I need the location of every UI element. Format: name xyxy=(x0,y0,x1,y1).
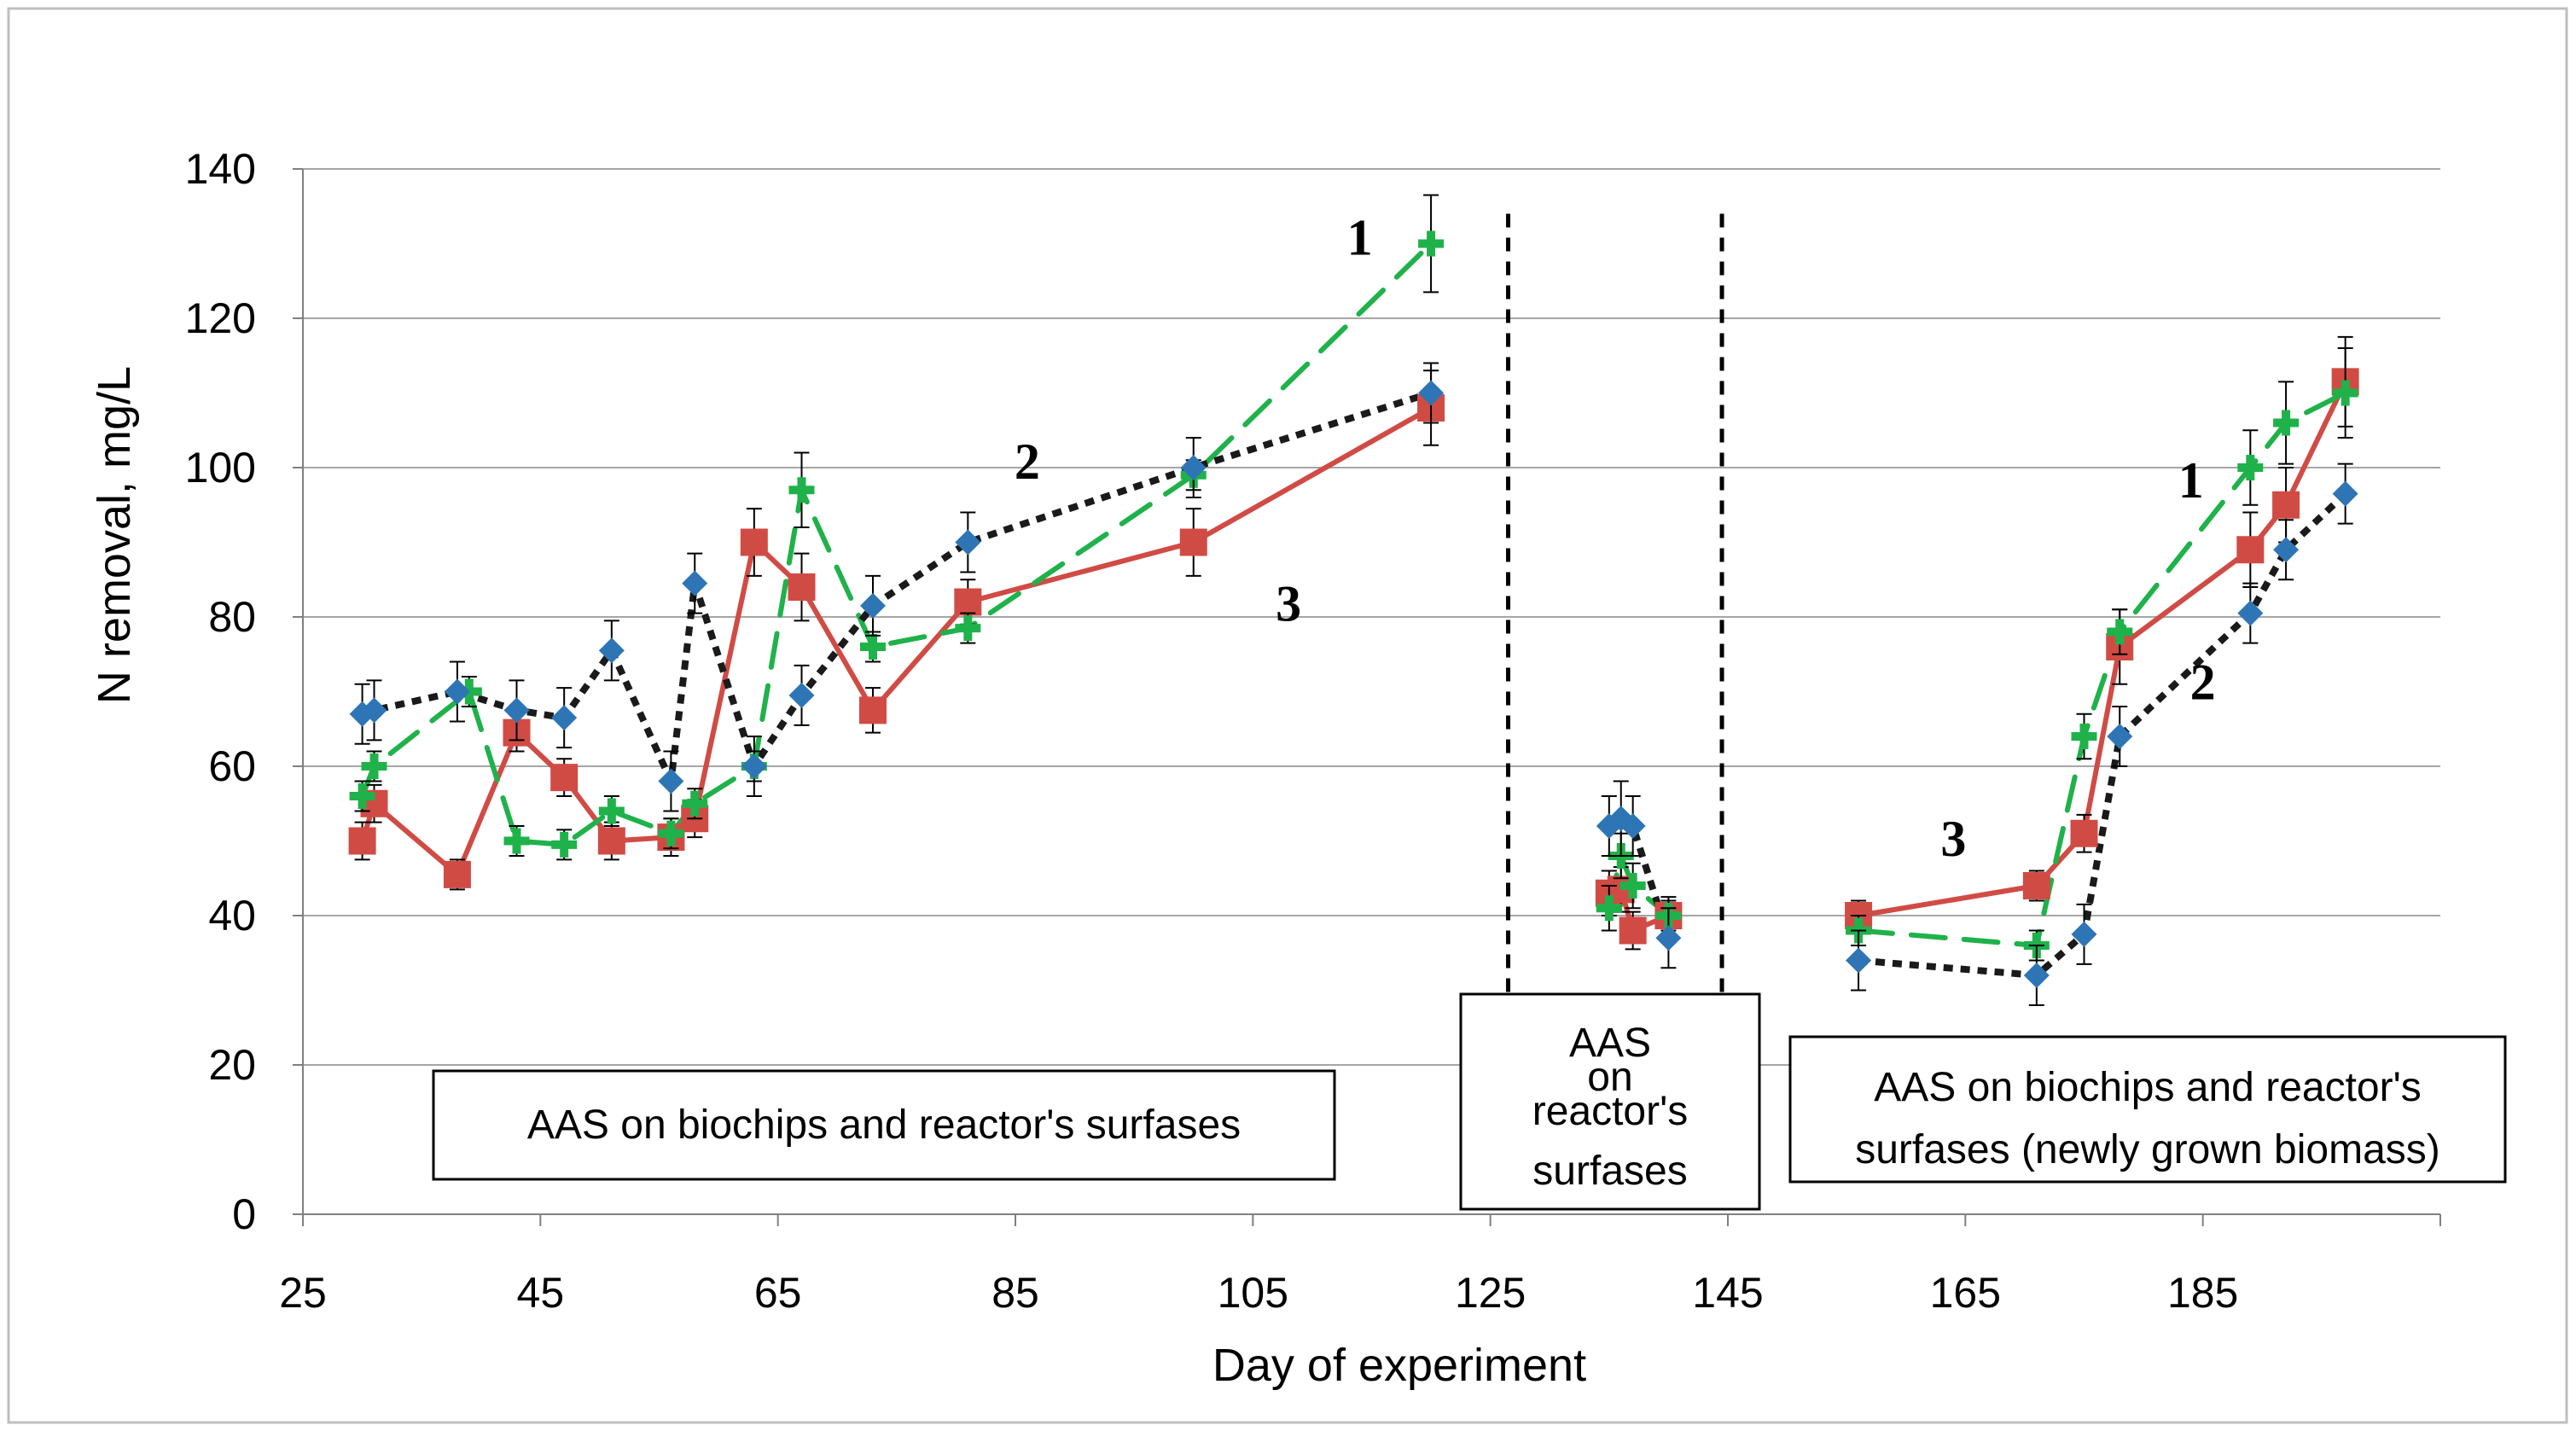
series-3-point xyxy=(2070,819,2098,847)
series-1-point xyxy=(788,477,815,503)
phase-dividers xyxy=(1506,213,1724,998)
series-2-point xyxy=(598,637,625,664)
series-2-points xyxy=(349,362,2358,1006)
series-3-points xyxy=(348,335,2359,951)
series-2-point xyxy=(1180,455,1207,480)
series-3-point xyxy=(348,827,376,855)
series-3-point xyxy=(1179,528,1207,556)
phase-box-2-line-1: AAS xyxy=(1569,1021,1651,1066)
series-1-point xyxy=(551,831,578,858)
x-tick-label-105: 105 xyxy=(1218,1269,1288,1317)
series-annotation-2: 2 xyxy=(1015,433,1040,490)
chart-frame xyxy=(7,7,2568,1424)
series-2-point xyxy=(2023,963,2050,988)
x-tick-label-145: 145 xyxy=(1692,1269,1763,1317)
series-2-point xyxy=(2273,537,2300,563)
y-axis-title: N removal, mg/L xyxy=(89,366,140,704)
series-2-point xyxy=(444,678,470,705)
series-1-point xyxy=(2071,724,2097,749)
series-2-point xyxy=(2107,724,2133,749)
axes: 0 20 40 60 80 100 120 140 25 45 65 85 105 125 145 165 18… xyxy=(185,145,2441,1317)
series-2-point xyxy=(2071,921,2097,947)
series-3-point xyxy=(859,696,887,724)
series-1-point xyxy=(658,820,684,846)
series-3-point xyxy=(954,588,982,616)
y-tick-label-120: 120 xyxy=(185,294,256,342)
x-tick-label-65: 65 xyxy=(754,1269,802,1317)
series-1-point xyxy=(955,615,981,642)
series-1-point xyxy=(860,634,886,660)
series-1-point xyxy=(1619,873,1646,899)
gridlines xyxy=(303,168,2440,1066)
phase-box-2-line-2: on xyxy=(1587,1055,1632,1100)
x-tick-label-25: 25 xyxy=(279,1269,327,1317)
phase-box-2: AAS on reactor's surfases xyxy=(1459,992,1761,1211)
series-3-point xyxy=(2022,872,2050,899)
series-1-point xyxy=(598,798,625,824)
series-annotation-3: 3 xyxy=(1940,811,1966,867)
series-1-point xyxy=(2273,410,2300,436)
series-3-point xyxy=(2236,536,2265,564)
phase-box-1-line-1: AAS on biochips and reactor's surfases xyxy=(527,1102,1241,1148)
series-1-point xyxy=(361,753,387,779)
phase-box-1: AAS on biochips and reactor's surfases xyxy=(432,1069,1336,1181)
y-tick-label-20: 20 xyxy=(208,1041,256,1089)
series-3-point xyxy=(597,827,625,855)
series-1-point xyxy=(349,783,375,809)
series-2-point xyxy=(1418,380,1445,406)
series-labels: 1 2 3 1 2 3 xyxy=(1015,210,2216,867)
phase-box-3: AAS on biochips and reactor's surfases (… xyxy=(1788,1035,2507,1184)
series-group xyxy=(348,194,2359,1006)
series-annotation-2: 2 xyxy=(2190,654,2216,710)
x-tick-label-185: 185 xyxy=(2167,1269,2238,1317)
series-3-point xyxy=(550,764,579,792)
series-1-point xyxy=(1418,230,1445,257)
y-tick-label-0: 0 xyxy=(232,1190,256,1238)
series-1-point xyxy=(2107,619,2133,645)
x-tick-label-165: 165 xyxy=(1930,1269,2001,1317)
phase-box-2-line-4: surfases xyxy=(1532,1149,1687,1194)
series-1-point xyxy=(2332,380,2358,406)
y-tick-label-80: 80 xyxy=(208,593,256,641)
series-3-point xyxy=(2272,491,2300,519)
series-2-point xyxy=(860,592,886,619)
series-1-point xyxy=(1596,895,1622,922)
series-3-point xyxy=(740,528,768,556)
x-axis-title: Day of experiment xyxy=(1212,1340,1586,1391)
series-2-point xyxy=(682,570,708,596)
y-tick-label-140: 140 xyxy=(185,145,256,193)
x-tick-label-85: 85 xyxy=(991,1269,1039,1317)
series-2-point xyxy=(551,705,578,731)
phase-box-3-line-2: surfases (newly grown biomass) xyxy=(1855,1127,2440,1172)
series-2-point xyxy=(955,529,981,556)
series-3-point xyxy=(1619,916,1647,945)
series-2-point xyxy=(2237,600,2264,626)
series-3-point xyxy=(788,573,816,601)
series-2-point xyxy=(658,768,684,794)
phase-box-2-line-3: reactor's xyxy=(1532,1089,1689,1134)
series-2-point xyxy=(788,682,815,708)
series-2-point xyxy=(741,753,767,779)
y-tick-label-100: 100 xyxy=(185,444,256,492)
series-2-point xyxy=(361,697,387,724)
series-2-point xyxy=(503,697,530,724)
series-1-point xyxy=(2237,455,2264,480)
series-3-point xyxy=(443,860,471,888)
x-tick-label-45: 45 xyxy=(517,1269,565,1317)
series-2-point xyxy=(2332,480,2358,507)
series-2-point xyxy=(1846,947,1872,974)
y-tick-label-60: 60 xyxy=(208,742,256,790)
x-tick-label-125: 125 xyxy=(1455,1269,1526,1317)
series-annotation-1: 1 xyxy=(2178,452,2204,509)
series-2-point xyxy=(1619,813,1646,839)
series-annotation-3: 3 xyxy=(1276,575,1301,631)
series-1-point xyxy=(682,790,708,817)
y-tick-label-40: 40 xyxy=(208,892,256,939)
series-annotation-1: 1 xyxy=(1347,210,1373,266)
series-2-point xyxy=(1655,925,1682,951)
phase-box-3-line-1: AAS on biochips and reactor's xyxy=(1874,1065,2422,1110)
series-1-point xyxy=(503,828,530,854)
